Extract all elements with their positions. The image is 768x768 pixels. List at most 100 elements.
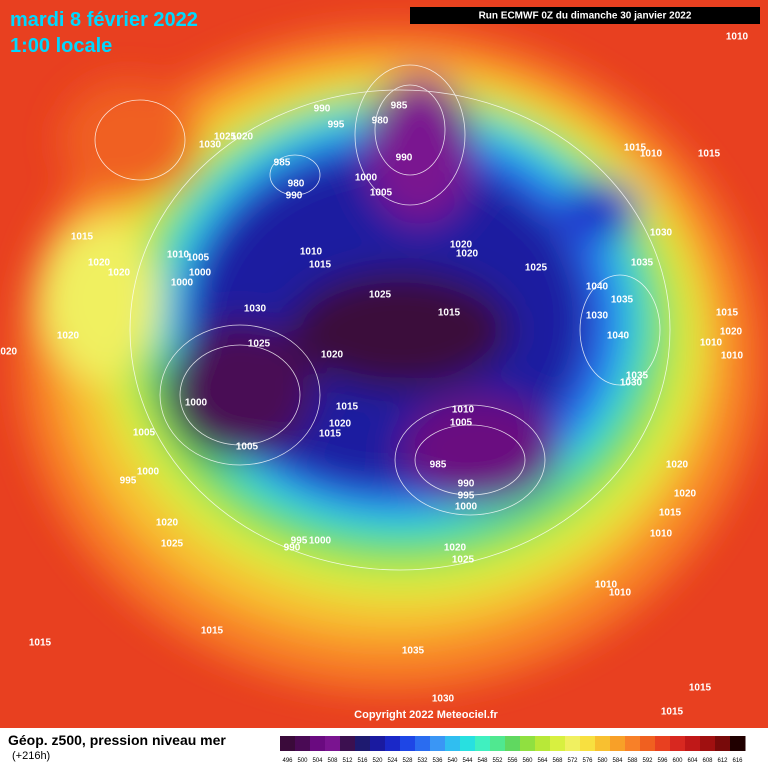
isobar-label: 1000 bbox=[355, 173, 378, 184]
isobar-label: 995 bbox=[328, 120, 345, 131]
colorbar-label: 616 bbox=[732, 758, 743, 764]
isobar-label: 1020 bbox=[57, 331, 80, 342]
isobar-label: 1030 bbox=[199, 140, 222, 151]
colorbar-swatch bbox=[325, 736, 341, 751]
isobar-label: 1025 bbox=[214, 132, 237, 143]
isobar-label: 1020 bbox=[720, 327, 743, 338]
isobar-label: 1015 bbox=[698, 149, 721, 160]
colorbar-swatch bbox=[580, 736, 596, 751]
colorbar-label: 496 bbox=[282, 758, 293, 764]
colorbar-label: 580 bbox=[597, 758, 608, 764]
isobar-label: 1025 bbox=[248, 339, 271, 350]
footer-title: Géop. z500, pression niveau mer bbox=[8, 732, 226, 748]
isobar-label: 990 bbox=[286, 191, 303, 202]
isobar-label: 1015 bbox=[624, 143, 647, 154]
isobar-label: 980 bbox=[372, 116, 389, 127]
colorbar-label: 612 bbox=[717, 758, 728, 764]
isobar-label: 1030 bbox=[620, 378, 643, 389]
isobar-label: 1025 bbox=[161, 539, 184, 550]
isobar-label: 1005 bbox=[236, 442, 259, 453]
colorbar-swatch bbox=[355, 736, 371, 751]
isobar-label: 1010 bbox=[726, 32, 749, 43]
isobar-label: 1020 bbox=[444, 543, 467, 554]
colorbar-label: 572 bbox=[567, 758, 578, 764]
isobar-label: 1020 bbox=[450, 240, 473, 251]
footer-lead: (+216h) bbox=[12, 750, 50, 762]
isobar-label: 1030 bbox=[244, 304, 267, 315]
colorbar-swatch bbox=[670, 736, 686, 751]
colorbar-label: 512 bbox=[342, 758, 353, 764]
isobar-label: 1000 bbox=[185, 398, 208, 409]
colorbar-swatch bbox=[715, 736, 731, 751]
isobar-label: 1020 bbox=[329, 419, 352, 430]
isobar-label: 1015 bbox=[319, 429, 342, 440]
isobar-label: 990 bbox=[458, 479, 475, 490]
isobar-label: 1020 bbox=[0, 347, 18, 358]
isobar-label: 1040 bbox=[607, 331, 630, 342]
colorbar-swatch bbox=[430, 736, 446, 751]
isobar-label: 1025 bbox=[369, 290, 392, 301]
isobar-label: 1020 bbox=[156, 518, 179, 529]
time: 1:00 locale bbox=[10, 35, 112, 57]
colorbar-label: 568 bbox=[552, 758, 563, 764]
colorbar-label: 528 bbox=[402, 758, 413, 764]
isobar-label: 1000 bbox=[455, 502, 478, 513]
colorbar-label: 540 bbox=[447, 758, 458, 764]
colorbar-label: 536 bbox=[432, 758, 443, 764]
colorbar-swatch bbox=[295, 736, 311, 751]
isobar-label: 1005 bbox=[133, 428, 156, 439]
colorbar-label: 548 bbox=[477, 758, 488, 764]
colorbar-swatch bbox=[475, 736, 491, 751]
colorbar-label: 564 bbox=[537, 758, 548, 764]
colorbar-label: 508 bbox=[327, 758, 338, 764]
colorbar-swatch bbox=[610, 736, 626, 751]
isobar-label: 1005 bbox=[450, 418, 473, 429]
colorbar-swatch bbox=[655, 736, 671, 751]
colorbar-label: 576 bbox=[582, 758, 593, 764]
isobar-label: 995 bbox=[120, 476, 137, 487]
isobar-label: 1035 bbox=[402, 646, 425, 657]
colorbar-swatch bbox=[520, 736, 536, 751]
colorbar-label: 500 bbox=[297, 758, 308, 764]
colorbar-swatch bbox=[565, 736, 581, 751]
colorbar-swatch bbox=[640, 736, 656, 751]
colorbar-swatch bbox=[490, 736, 506, 751]
copyright: Copyright 2022 Meteociel.fr bbox=[354, 709, 498, 721]
isobar-label: 990 bbox=[314, 104, 331, 115]
run-box bbox=[410, 7, 760, 24]
isobar-label: 1010 bbox=[609, 588, 632, 599]
colorbar-label: 532 bbox=[417, 758, 428, 764]
colorbar-swatch bbox=[535, 736, 551, 751]
isobar-label: 1015 bbox=[336, 402, 359, 413]
isobar-label: 1010 bbox=[300, 247, 323, 258]
isobar-label: 985 bbox=[274, 158, 291, 169]
isobar-label: 1015 bbox=[689, 683, 712, 694]
isobar-label: 1020 bbox=[666, 460, 689, 471]
isobar-label: 1025 bbox=[452, 555, 475, 566]
colorbar-label: 524 bbox=[387, 758, 398, 764]
colorbar-label: 584 bbox=[612, 758, 623, 764]
isobar-label: 1010 bbox=[700, 338, 723, 349]
isobar-label: 1015 bbox=[71, 232, 94, 243]
colorbar-swatch bbox=[685, 736, 701, 751]
isobar-labels: 9909959859809909859809901000100510301025… bbox=[0, 32, 749, 718]
isobar-label: 1035 bbox=[611, 295, 634, 306]
isobar-label: 1005 bbox=[370, 188, 393, 199]
isobar-label: 1015 bbox=[29, 638, 52, 649]
colorbar-label: 516 bbox=[357, 758, 368, 764]
isobar-label: 1030 bbox=[586, 311, 609, 322]
isobar-label: 990 bbox=[396, 153, 413, 164]
colorbar-swatch bbox=[700, 736, 716, 751]
colorbar-label: 592 bbox=[642, 758, 653, 764]
isobar-label: 1035 bbox=[631, 258, 654, 269]
isobar-label: 1015 bbox=[201, 626, 224, 637]
colorbar-label: 600 bbox=[672, 758, 683, 764]
isobar-label: 1015 bbox=[716, 308, 739, 319]
isobar-label: 1000 bbox=[137, 467, 160, 478]
colorbar-swatch bbox=[400, 736, 416, 751]
isobar-label: 990 bbox=[284, 543, 301, 554]
isobar-label: 1020 bbox=[108, 268, 131, 279]
isobar-label: 1020 bbox=[88, 258, 111, 269]
